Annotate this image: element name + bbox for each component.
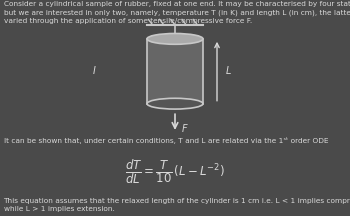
Text: This equation assumes that the relaxed length of the cylinder is 1 cm i.e. L < 1: This equation assumes that the relaxed l… — [4, 198, 350, 212]
Text: F: F — [182, 124, 188, 133]
Ellipse shape — [147, 98, 203, 109]
Text: L: L — [226, 66, 231, 76]
Text: $\dfrac{dT}{dL} = \dfrac{T}{10}\,(L - L^{-2})$: $\dfrac{dT}{dL} = \dfrac{T}{10}\,(L - L^… — [125, 158, 225, 186]
Ellipse shape — [147, 33, 203, 44]
Text: It can be shown that, under certain conditions, T and L are related via the 1ˢᵗ : It can be shown that, under certain cond… — [4, 137, 328, 144]
Text: I: I — [93, 66, 96, 76]
Text: Consider a cylindrical sample of rubber, fixed at one end. It may be characteris: Consider a cylindrical sample of rubber,… — [4, 1, 350, 24]
Bar — [147, 39, 203, 104]
